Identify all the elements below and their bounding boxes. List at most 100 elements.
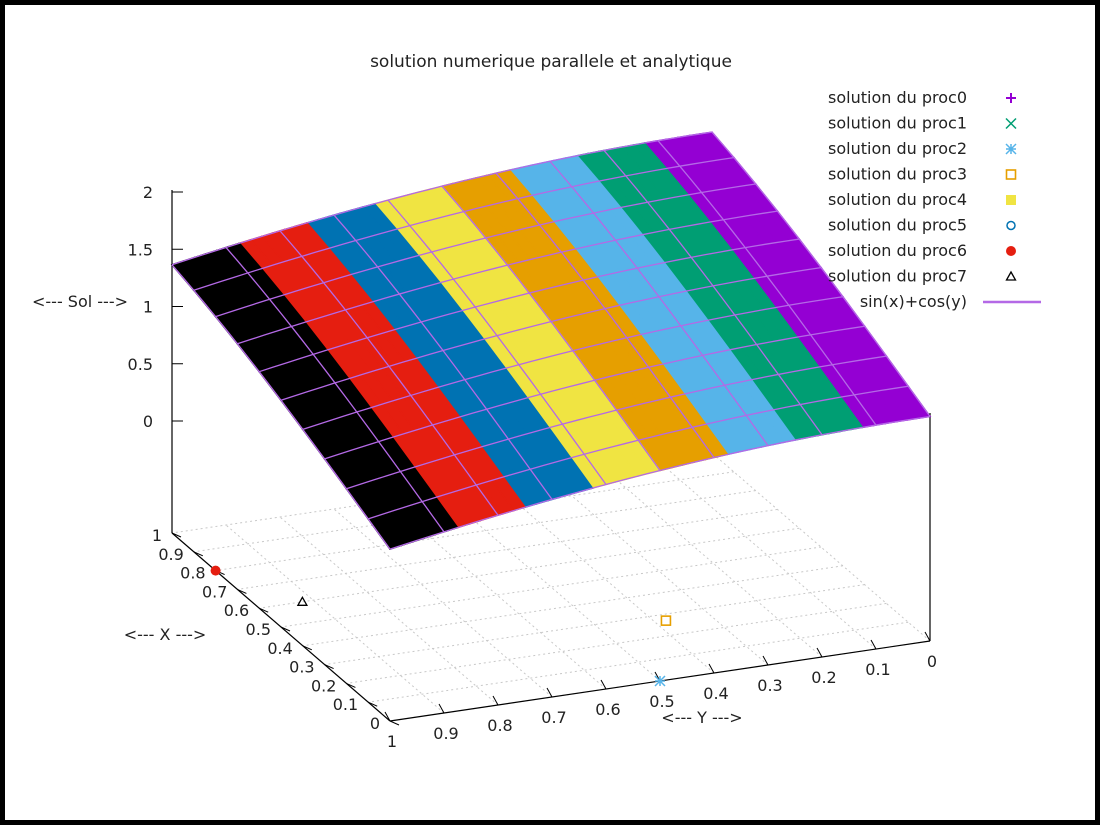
stray-point <box>654 675 666 687</box>
legend: solution du proc0 solution du proc1 soluti… <box>828 88 1041 311</box>
x-tick-mark <box>346 682 356 688</box>
legend-entry: solution du proc6 <box>828 241 1016 260</box>
base-grid-y-line <box>549 476 769 666</box>
base-grid-x-line <box>193 471 734 553</box>
y-tick-label: 0.6 <box>595 700 620 719</box>
y-tick-mark <box>384 711 391 722</box>
mesh-line-y <box>603 150 823 436</box>
base-grid-x-line <box>302 565 843 647</box>
x-tick-mark <box>367 701 378 707</box>
y-tick-mark <box>492 695 499 706</box>
x-tick-label: 0.2 <box>311 676 336 695</box>
axis-labels-group: <--- X ---> <--- Y ---> <--- Sol ---> <box>32 292 743 727</box>
x-tick-label: 0.6 <box>224 601 249 620</box>
mesh-line-y <box>387 199 607 485</box>
z-tick-label: 0.5 <box>128 355 153 374</box>
x-tick-mark <box>302 645 313 651</box>
legend-entry: solution du proc3 <box>828 165 1017 184</box>
x-tick-label: 0.7 <box>202 582 227 601</box>
stray-point <box>210 565 221 576</box>
x-tick-label: 0.5 <box>246 620 271 639</box>
legend-label: solution du proc2 <box>828 139 967 158</box>
z-tick-label: 2 <box>143 183 153 202</box>
x-tick-mark <box>258 607 269 613</box>
legend-entry-analytic: sin(x)+cos(y) <box>860 292 1041 311</box>
marker-circle-open <box>1006 220 1016 231</box>
x-tick-label: 0.8 <box>180 564 205 583</box>
legend-label: solution du proc7 <box>828 267 967 286</box>
x-tick-label: 1 <box>152 526 162 545</box>
base-grid-x-line <box>346 602 887 684</box>
marker-cross <box>1005 117 1017 130</box>
surface-strip-solution-du-proc5 <box>305 202 594 509</box>
y-tick-label: 0.4 <box>703 684 728 703</box>
legend-label: solution du proc1 <box>828 114 967 133</box>
legend-label: solution du proc4 <box>828 190 967 209</box>
legend-label: solution du proc3 <box>828 165 967 184</box>
marker-square-filled <box>1006 195 1016 205</box>
legend-entry: solution du proc2 <box>828 139 1017 158</box>
base-grid-x-line <box>368 621 909 703</box>
x-tick-label: 0.3 <box>289 658 314 677</box>
surface-plot: solution numerique parallele et analytiq… <box>32 52 1041 751</box>
y-tick-mark <box>762 655 769 666</box>
y-tick-label: 0.1 <box>865 660 890 679</box>
legend-label: solution du proc5 <box>828 216 967 235</box>
y-tick-mark <box>816 647 823 658</box>
y-tick-label: 0.7 <box>541 708 566 727</box>
y-tick-label: 0.2 <box>811 668 836 687</box>
y-tick-mark <box>438 703 445 714</box>
mesh-line-y <box>171 264 391 550</box>
x-tick-label: 0.9 <box>158 545 183 564</box>
y-tick-label: 0.3 <box>757 676 782 695</box>
z-tick-label: 0 <box>143 412 153 431</box>
x-tick-mark <box>389 720 400 726</box>
legend-entry: solution du proc0 <box>828 88 1016 107</box>
y-tick-mark <box>708 663 715 674</box>
y-tick-label: 0.5 <box>649 692 674 711</box>
surface-strip-solution-du-proc7 <box>170 242 459 551</box>
mesh-line-y <box>333 214 553 500</box>
base-grid-x-line <box>259 527 800 609</box>
marker-star <box>1005 143 1017 155</box>
base-grid-x-line <box>215 490 756 572</box>
marker-star <box>654 675 666 687</box>
x-tick-label: 0.1 <box>333 695 358 714</box>
legend-entry: solution du proc5 <box>828 216 1016 235</box>
surface-strip-solution-du-proc6 <box>238 222 527 529</box>
y-tick-mark <box>546 687 553 698</box>
y-tick-label: 0 <box>927 652 937 671</box>
y-tick-label: 0.8 <box>487 716 512 735</box>
z-tick-label: 1.5 <box>128 240 153 259</box>
y-tick-mark <box>870 639 877 650</box>
mesh-line-y <box>657 140 877 426</box>
legend-label: solution du proc0 <box>828 88 967 107</box>
marker-triangle-open <box>1005 270 1017 281</box>
mesh-line-y <box>279 230 499 516</box>
marker-square-open <box>1005 169 1017 180</box>
x-tick-mark <box>237 588 247 594</box>
marker-square-open <box>660 615 672 626</box>
legend-label: solution du proc6 <box>828 241 967 260</box>
stray-point <box>660 615 672 626</box>
surface-group <box>170 131 932 551</box>
x-tick-mark <box>280 626 291 632</box>
base-grid-x-line <box>237 508 778 590</box>
mesh-line-y <box>225 247 445 533</box>
mesh-line-y <box>441 185 661 471</box>
y-tick-mark <box>600 679 607 690</box>
z-tick-label: 1 <box>143 298 153 317</box>
y-tick-label: 0.9 <box>433 724 458 743</box>
legend-label: sin(x)+cos(y) <box>860 292 967 311</box>
x-tick-label: 0.4 <box>267 639 292 658</box>
chart-title: solution numerique parallele et analytiq… <box>370 52 732 72</box>
x-tick-mark <box>193 551 204 557</box>
analytic-mesh <box>171 131 931 550</box>
legend-entry: solution du proc1 <box>828 114 1017 133</box>
stray-points-group <box>210 565 672 687</box>
x-axis-label: <--- X ---> <box>124 625 207 644</box>
y-axis-label: <--- Y ---> <box>661 708 742 727</box>
legend-entry: solution du proc7 <box>828 267 1017 286</box>
base-grid-x-line <box>324 584 865 666</box>
